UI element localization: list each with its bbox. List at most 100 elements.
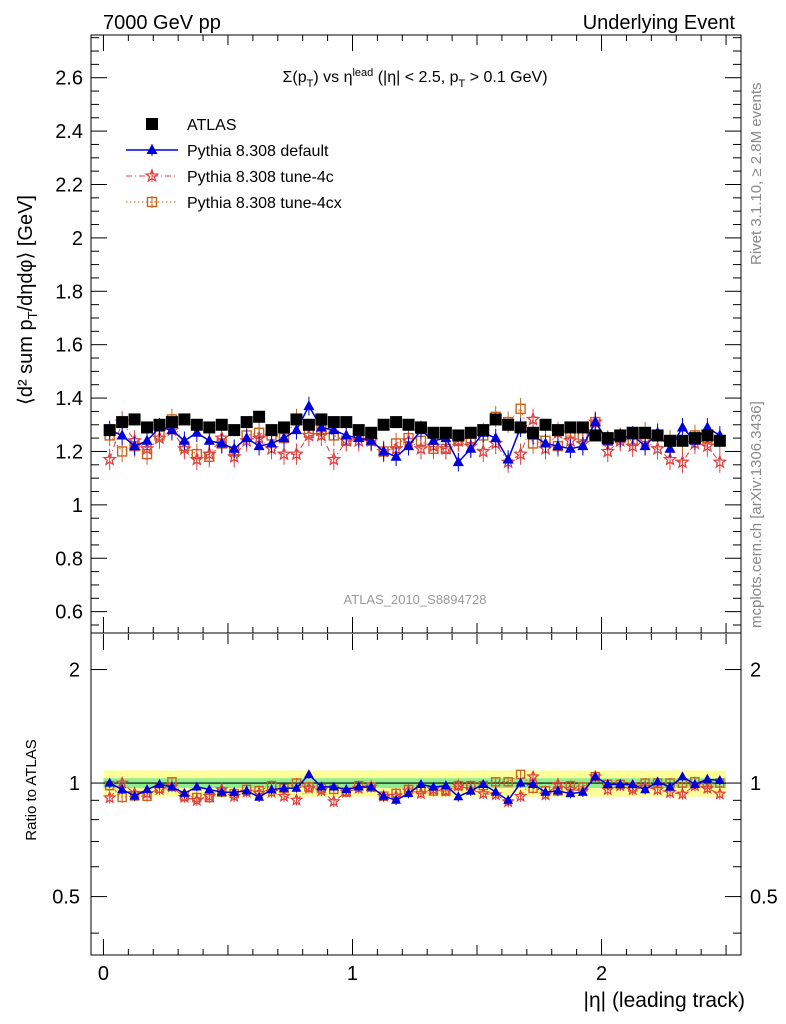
pythia-default-ratio-point xyxy=(689,778,700,788)
pythia-default-ratio-point xyxy=(403,788,414,798)
y-tick-label: 2.6 xyxy=(55,68,83,90)
pythia-default-ratio-point xyxy=(453,791,464,801)
atlas-point xyxy=(713,434,726,447)
y-tick-label: 2.2 xyxy=(55,175,83,197)
atlas-point xyxy=(253,410,266,423)
pythia-tune-4c-ratio-point xyxy=(414,786,428,800)
atlas-point xyxy=(639,426,652,439)
plot-title: Σ(pT) vs ηlead (|η| < 2.5, pT > 0.1 GeV) xyxy=(282,67,547,90)
pythia-tune-4c-point xyxy=(712,454,728,469)
pythia-default-point xyxy=(129,440,141,451)
y-tick-label: 1.4 xyxy=(55,388,83,410)
pythia-default-ratio-point xyxy=(328,781,339,791)
atlas-point xyxy=(601,432,614,445)
ratio-tick-label-right: 0.5 xyxy=(750,887,778,909)
pythia-default-ratio-point xyxy=(291,782,302,792)
pythia-tune-4c-point xyxy=(625,438,641,453)
pythia-default-ratio-point xyxy=(602,778,613,788)
pythia-default-point xyxy=(676,421,688,432)
legend-label-pythia-tune-4c: Pythia 8.308 tune-4c xyxy=(187,169,334,186)
pythia-default-point xyxy=(701,421,713,432)
atlas-point xyxy=(128,413,141,426)
pythia-default-point xyxy=(452,456,464,467)
pythia-default-point xyxy=(116,429,128,440)
pythia-default-ratio-point xyxy=(353,781,364,791)
pythia-tune-4c-point xyxy=(600,443,616,458)
x-tick-label: 0 xyxy=(98,963,109,985)
atlas-point xyxy=(551,424,564,437)
legend-marker-pythia-tune-4cx xyxy=(146,196,158,208)
pythia-tune-4c-ratio-point xyxy=(538,787,553,801)
pythia-tune-4c-point xyxy=(675,454,690,469)
atlas-point xyxy=(651,429,664,442)
atlas-point xyxy=(116,416,129,429)
pythia-default-point xyxy=(465,442,477,453)
pythia-default-ratio-point xyxy=(229,786,240,796)
legend-label-pythia-tune-4cx: Pythia 8.308 tune-4cx xyxy=(187,195,342,212)
side-text-bottom: mcplots.cern.ch [arXiv:1306.3436] xyxy=(748,401,765,628)
pythia-tune-4cx-point xyxy=(116,446,128,457)
pythia-default-point xyxy=(328,424,340,435)
atlas-point xyxy=(576,421,589,434)
atlas-point xyxy=(302,418,315,431)
header-left: 7000 GeV pp xyxy=(103,12,221,34)
atlas-point xyxy=(153,418,166,431)
atlas-point xyxy=(664,434,677,447)
pythia-default-ratio-point xyxy=(640,784,651,794)
pythia-tune-4c-ratio-point xyxy=(663,785,677,799)
pythia-default-ratio-point xyxy=(515,777,526,787)
pythia-default-ratio-point xyxy=(341,784,352,794)
pythia-tune-4c-ratio-point xyxy=(302,780,316,794)
pythia-tune-4c-ratio-point xyxy=(713,786,727,800)
atlas-point xyxy=(527,426,540,439)
atlas-point xyxy=(290,413,303,426)
y-tick-label: 1 xyxy=(72,495,83,517)
atlas-point xyxy=(676,434,689,447)
pythia-tune-4c-point xyxy=(650,441,665,456)
pythia-default-point xyxy=(577,440,589,451)
pythia-default-ratio-point xyxy=(366,781,377,791)
legend-marker-pythia-tune-4c xyxy=(144,168,160,183)
pythia-default-point xyxy=(340,429,352,440)
pythia-default-ratio-point xyxy=(204,784,215,794)
pythia-default-ratio-point xyxy=(465,785,476,795)
pythia-default-point xyxy=(266,437,278,448)
pythia-default-ratio-point xyxy=(615,778,626,788)
pythia-default-ratio-point xyxy=(702,773,713,783)
pythia-default-point xyxy=(427,434,439,445)
pythia-tune-4c-ratio-point xyxy=(339,784,354,798)
pythia-default-point xyxy=(639,440,651,451)
pythia-default-ratio-point xyxy=(279,782,289,792)
ratio-tick-label-left: 2 xyxy=(69,660,80,682)
pythia-default-ratio-point xyxy=(440,780,451,790)
pythia-tune-4c-point xyxy=(189,451,205,466)
pythia-default-ratio-point xyxy=(316,781,327,791)
atlas-point xyxy=(589,429,602,442)
atlas-point xyxy=(165,416,178,429)
pythia-default-point xyxy=(178,434,190,445)
pythia-tune-4c-point xyxy=(313,427,329,442)
legend-label-atlas: ATLAS xyxy=(187,117,237,134)
pythia-tune-4c-ratio-point xyxy=(190,793,204,807)
pythia-default-point xyxy=(241,432,253,443)
pythia-default-ratio-point xyxy=(714,775,725,785)
pythia-default-point xyxy=(353,432,365,443)
atlas-point xyxy=(502,418,515,431)
atlas-point xyxy=(390,416,403,429)
pythia-tune-4cx-ratio-point xyxy=(503,777,513,787)
pythia-default-ratio-point xyxy=(241,785,252,795)
pythia-default-point xyxy=(191,426,203,437)
pythia-default-ratio-point xyxy=(652,776,663,786)
y-tick-label: 2 xyxy=(72,228,83,250)
y-tick-label: 0.8 xyxy=(55,548,83,570)
pythia-default-ratio-point xyxy=(428,781,439,791)
pythia-default-point xyxy=(365,434,377,445)
pythia-default-point xyxy=(589,416,601,427)
pythia-default-ratio-point xyxy=(627,778,638,788)
atlas-point xyxy=(539,418,552,431)
pythia-default-ratio-point xyxy=(254,791,265,801)
pythia-default-point xyxy=(228,442,240,453)
ratio-tick-label-right: 2 xyxy=(750,660,761,682)
legend-label-pythia-default: Pythia 8.308 default xyxy=(187,143,329,160)
atlas-point xyxy=(178,413,191,426)
